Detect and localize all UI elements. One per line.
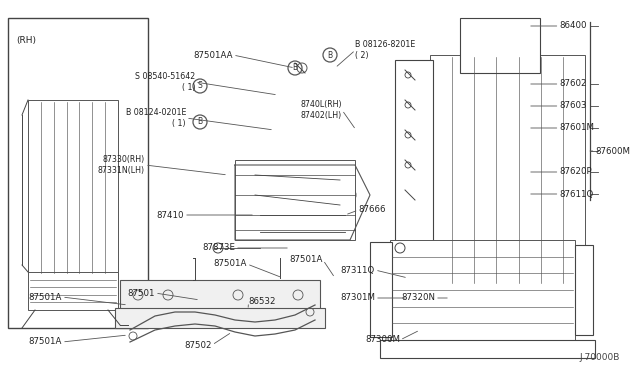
Text: 87603: 87603: [559, 102, 586, 110]
Bar: [28, 100, 118, 275]
Text: B: B: [328, 51, 333, 60]
Text: (RH): (RH): [16, 36, 36, 45]
Text: 87410: 87410: [157, 211, 184, 219]
Bar: [120, 280, 320, 310]
Text: 87620P: 87620P: [559, 167, 591, 176]
Text: 87873E: 87873E: [202, 244, 235, 253]
Bar: [430, 55, 585, 285]
Text: 87330(RH)
87331N(LH): 87330(RH) 87331N(LH): [98, 155, 145, 175]
Text: 86532: 86532: [248, 298, 275, 307]
Text: S: S: [198, 81, 202, 90]
Text: 87601M: 87601M: [559, 124, 594, 132]
Text: 87501AA: 87501AA: [193, 51, 233, 60]
Bar: [460, 18, 540, 73]
Text: 87501A: 87501A: [29, 292, 62, 301]
Bar: [235, 160, 355, 240]
Text: 87600M: 87600M: [595, 147, 630, 155]
Text: 8740L(RH)
87402(LH): 8740L(RH) 87402(LH): [301, 100, 342, 120]
Bar: [575, 245, 593, 335]
Text: 86400: 86400: [559, 22, 586, 31]
Text: 87301M: 87301M: [340, 294, 375, 302]
Text: 87501A: 87501A: [29, 337, 62, 346]
Text: B 08124-0201E
( 1): B 08124-0201E ( 1): [125, 108, 186, 128]
Text: 87311Q: 87311Q: [340, 266, 375, 275]
Bar: [8, 18, 148, 328]
Text: 87501: 87501: [127, 289, 155, 298]
Bar: [390, 240, 575, 340]
Bar: [395, 60, 433, 280]
Text: B: B: [292, 64, 298, 73]
Text: 87320N: 87320N: [401, 294, 435, 302]
Text: 87611Q: 87611Q: [559, 189, 593, 199]
Text: B: B: [197, 118, 203, 126]
Bar: [380, 340, 595, 358]
Bar: [115, 308, 325, 328]
Text: B 08126-8201E
( 2): B 08126-8201E ( 2): [355, 40, 415, 60]
Text: 87300M: 87300M: [365, 336, 400, 344]
Text: 87501A: 87501A: [290, 256, 323, 264]
Text: 87602: 87602: [559, 80, 586, 89]
Text: S 08540-51642
( 1): S 08540-51642 ( 1): [135, 72, 195, 92]
Text: 87501A: 87501A: [214, 260, 247, 269]
Bar: [28, 272, 118, 310]
Text: J 70000B: J 70000B: [580, 353, 620, 362]
Text: 87502: 87502: [184, 340, 212, 350]
Text: 87666: 87666: [358, 205, 385, 215]
Bar: [370, 242, 392, 337]
